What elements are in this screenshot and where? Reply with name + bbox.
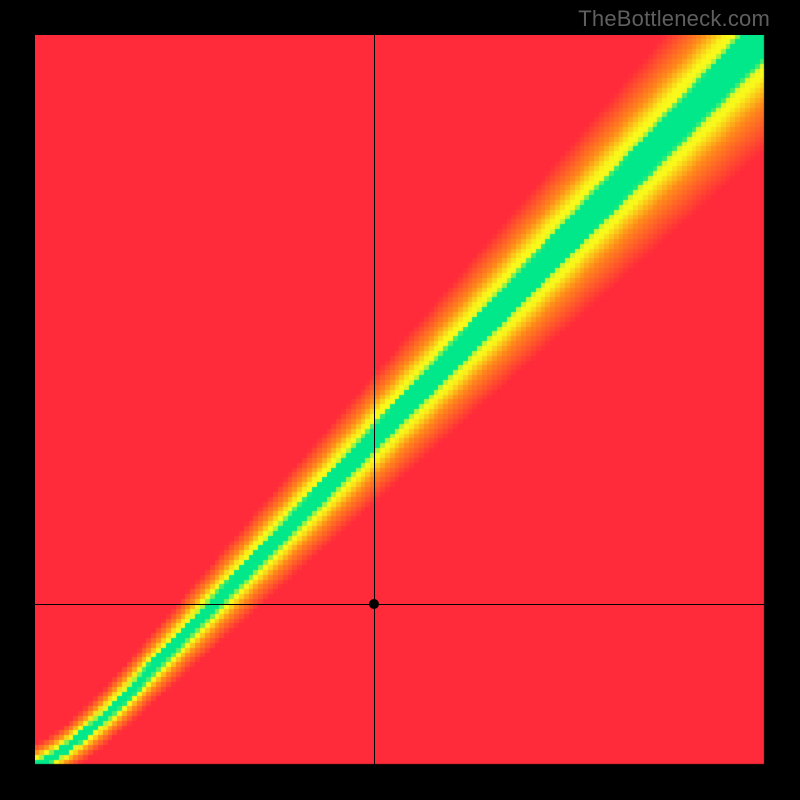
- watermark-text: TheBottleneck.com: [578, 6, 770, 32]
- heatmap-canvas: [35, 35, 765, 765]
- crosshair-vertical: [374, 35, 375, 765]
- plot-area: [35, 35, 765, 765]
- marker-dot: [369, 599, 379, 609]
- crosshair-horizontal: [35, 604, 765, 605]
- chart-container: TheBottleneck.com: [0, 0, 800, 800]
